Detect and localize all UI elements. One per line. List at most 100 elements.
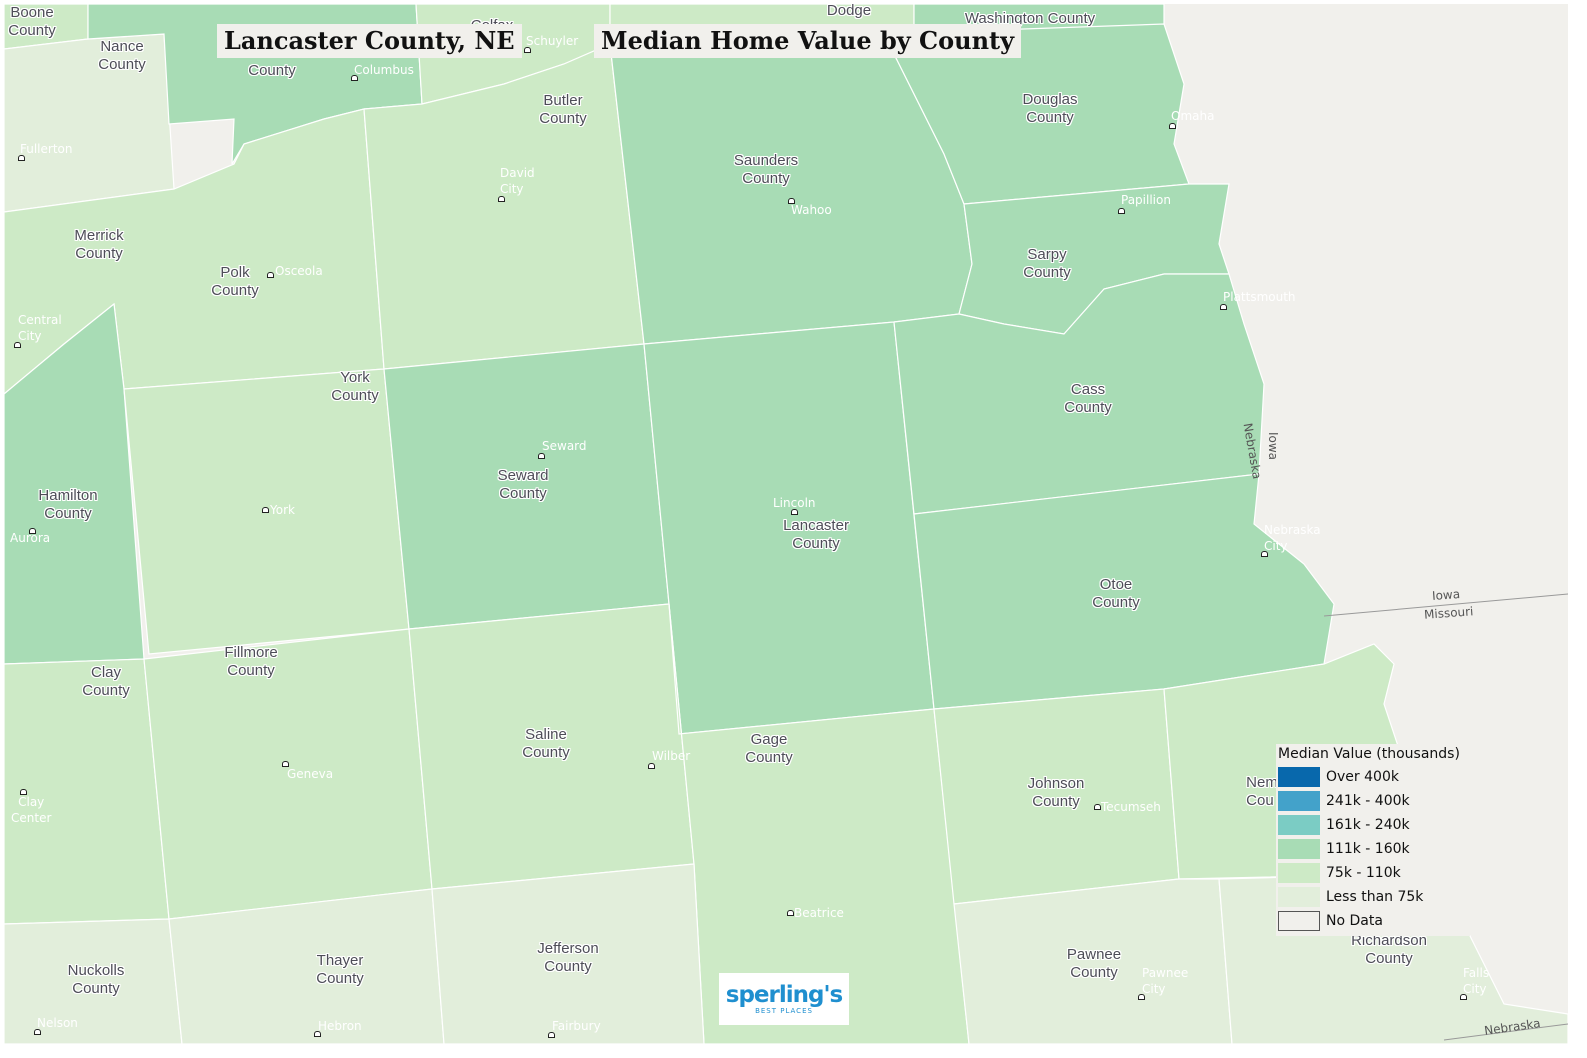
logo-brand: sperling's: [725, 981, 843, 1008]
county-label-butler[interactable]: Butler County: [539, 92, 587, 127]
legend-item-over-400k: Over 400k: [1278, 766, 1399, 788]
city-label-osceola: Osceola: [275, 264, 323, 278]
city-marker-icon: [282, 761, 289, 767]
city-marker-icon: [20, 789, 27, 795]
county-label-saline[interactable]: Saline County: [522, 726, 570, 761]
city-label-pawnee-city: Pawnee City: [1142, 966, 1189, 996]
legend-label: 241k - 400k: [1326, 793, 1410, 809]
state-label-iowa: Iowa: [1431, 587, 1461, 603]
county-label-gage[interactable]: Gage County: [745, 731, 793, 766]
county-label-nemaha[interactable]: Nem Cou: [1246, 774, 1278, 809]
city-marker-icon: [1460, 994, 1467, 1000]
city-label-clay-center: Clay Center: [11, 795, 52, 825]
county-label-sarpy[interactable]: Sarpy County: [1023, 246, 1071, 281]
county-label-platte[interactable]: County: [248, 62, 296, 79]
page-title-map: Median Home Value by County: [594, 24, 1022, 58]
county-label-nuckolls[interactable]: Nuckolls County: [67, 962, 125, 997]
city-label-hebron: Hebron: [318, 1019, 362, 1033]
city-label-fullerton: Fullerton: [20, 142, 73, 156]
legend-label: 161k - 240k: [1326, 817, 1410, 833]
city-marker-icon: [538, 453, 545, 459]
city-label-falls-city: Falls City: [1463, 966, 1490, 996]
county-label-douglas[interactable]: Douglas County: [1022, 91, 1078, 126]
legend-item-161k-240k: 161k - 240k: [1278, 814, 1410, 836]
city-marker-icon: [791, 509, 798, 515]
legend-item-111k-160k: 111k - 160k: [1278, 838, 1410, 860]
city-label-wilber: Wilber: [652, 749, 691, 763]
county-label-dodge[interactable]: Dodge: [826, 4, 872, 19]
city-label-aurora: Aurora: [10, 531, 51, 545]
choropleth-map[interactable]: Boone County Nance County County Colfax …: [4, 4, 1568, 1044]
city-marker-icon: [267, 272, 274, 278]
county-label-cass[interactable]: Cass County: [1064, 381, 1112, 416]
legend-swatch: [1278, 911, 1320, 931]
city-label-lincoln: Lincoln: [773, 496, 816, 510]
county-label-seward[interactable]: Seward County: [497, 467, 549, 502]
city-marker-icon: [262, 507, 269, 513]
legend-swatch: [1278, 791, 1320, 811]
city-marker-icon: [314, 1031, 321, 1037]
legend-label: 111k - 160k: [1326, 841, 1410, 857]
legend-label: Less than 75k: [1326, 889, 1424, 905]
city-label-columbus: Columbus: [354, 63, 414, 77]
city-label-david-city: David City: [500, 166, 535, 196]
city-marker-icon: [788, 198, 795, 204]
county-label-boone[interactable]: Boone County: [8, 4, 56, 39]
county-label-lancaster[interactable]: Lancaster County: [783, 517, 849, 552]
legend-item-less-75k: Less than 75k: [1278, 886, 1423, 908]
county-label-merrick[interactable]: Merrick County: [74, 227, 124, 262]
city-marker-icon: [648, 763, 655, 769]
city-marker-icon: [1169, 123, 1176, 129]
county-label-johnson[interactable]: Johnson County: [1027, 775, 1085, 810]
city-marker-icon: [787, 910, 794, 916]
city-marker-icon: [1138, 994, 1145, 1000]
city-marker-icon: [548, 1032, 555, 1038]
city-marker-icon: [1118, 208, 1125, 214]
legend-item-no-data: No Data: [1278, 910, 1383, 932]
county-label-fillmore[interactable]: Fillmore County: [224, 644, 278, 679]
city-marker-icon: [18, 155, 25, 161]
legend-label: No Data: [1326, 913, 1383, 929]
city-label-papillion: Papillion: [1121, 193, 1171, 207]
county-label-pawnee[interactable]: Pawnee County: [1066, 946, 1122, 981]
county-label-richardson[interactable]: Richardson County: [1351, 932, 1427, 967]
city-label-tecumseh: Tecumseh: [1101, 800, 1161, 814]
county-label-saunders[interactable]: Saunders County: [733, 152, 799, 187]
county-label-washington[interactable]: Washington County: [964, 10, 1096, 27]
legend-label: Over 400k: [1326, 769, 1399, 785]
legend-swatch: [1278, 767, 1320, 787]
city-marker-icon: [14, 342, 21, 348]
city-marker-icon: [34, 1029, 41, 1035]
county-label-york[interactable]: York County: [331, 369, 379, 404]
county-label-clay[interactable]: Clay County: [82, 664, 130, 699]
city-label-schuyler: Schuyler: [526, 34, 579, 48]
sperlings-logo[interactable]: sperling's BEST PLACES: [719, 973, 849, 1025]
legend-swatch: [1278, 839, 1320, 859]
county-label-jefferson[interactable]: Jefferson County: [537, 940, 599, 975]
city-marker-icon: [29, 528, 36, 534]
city-label-york: York: [270, 503, 295, 517]
city-label-central-city: Central City: [18, 313, 62, 343]
city-label-nelson: Nelson: [37, 1016, 78, 1030]
legend-item-241k-400k: 241k - 400k: [1278, 790, 1410, 812]
county-label-hamilton[interactable]: Hamilton County: [38, 487, 98, 522]
county-label-polk[interactable]: Polk County: [211, 264, 259, 299]
city-marker-icon: [498, 196, 505, 202]
city-label-wahoo: Wahoo: [791, 203, 832, 217]
state-label-iowa-east: Iowa: [1266, 431, 1281, 461]
city-label-beatrice: Beatrice: [794, 906, 844, 920]
city-marker-icon: [1220, 304, 1227, 310]
county-label-thayer[interactable]: Thayer County: [316, 952, 364, 987]
page-title-county: Lancaster County, NE: [217, 24, 522, 58]
city-label-seward: Seward: [542, 439, 587, 453]
city-label-omaha: Omaha: [1171, 109, 1215, 123]
legend-swatch: [1278, 887, 1320, 907]
county-label-otoe[interactable]: Otoe County: [1092, 576, 1140, 611]
legend-label: 75k - 110k: [1326, 865, 1401, 881]
legend-item-75k-110k: 75k - 110k: [1278, 862, 1401, 884]
city-marker-icon: [1094, 804, 1101, 810]
logo-tagline: BEST PLACES: [755, 1006, 813, 1015]
legend-swatch: [1278, 815, 1320, 835]
county-label-nance[interactable]: Nance County: [98, 38, 146, 73]
map-legend: Median Value (thousands) Over 400k 241k …: [1276, 744, 1470, 936]
